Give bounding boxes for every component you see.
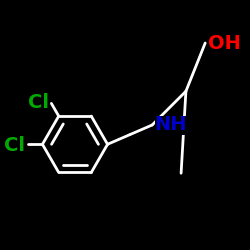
Text: OH: OH: [208, 34, 240, 52]
Text: Cl: Cl: [4, 136, 25, 155]
Text: NH: NH: [154, 116, 187, 134]
Text: Cl: Cl: [28, 93, 49, 112]
